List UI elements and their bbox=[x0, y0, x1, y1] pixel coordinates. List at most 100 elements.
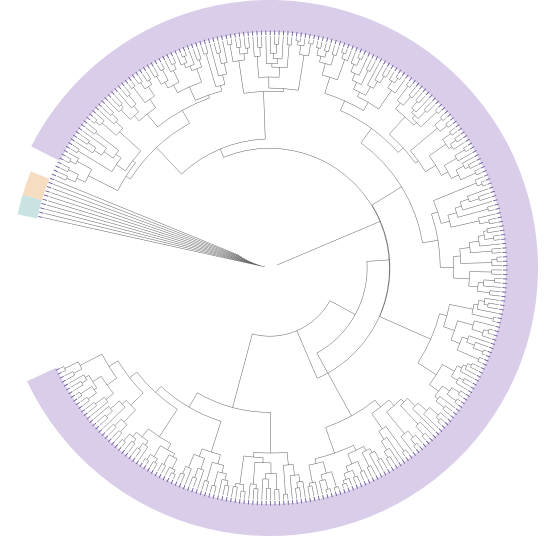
branch-arc bbox=[307, 485, 313, 487]
branch-segment bbox=[373, 81, 378, 89]
branch-segment bbox=[182, 466, 186, 474]
leaf-label bbox=[95, 106, 100, 111]
branch-segment bbox=[188, 454, 195, 468]
leaf-label bbox=[394, 67, 398, 72]
branch-segment bbox=[189, 65, 193, 71]
branch-arc bbox=[113, 119, 119, 125]
branch-arc bbox=[451, 365, 458, 377]
branch-segment bbox=[445, 120, 450, 125]
leaf-label bbox=[212, 494, 215, 499]
branch-segment bbox=[443, 326, 455, 331]
branch-segment bbox=[308, 43, 311, 56]
leaf-label bbox=[73, 398, 78, 402]
branch-arc bbox=[421, 433, 426, 437]
branch-segment bbox=[478, 235, 485, 237]
branch-segment bbox=[184, 56, 188, 63]
branch-arc bbox=[243, 455, 264, 458]
branch-segment bbox=[197, 470, 204, 489]
branch-arc bbox=[454, 155, 459, 162]
branch-arc bbox=[466, 335, 470, 343]
branch-segment bbox=[64, 361, 79, 369]
branch-segment bbox=[133, 438, 137, 443]
branch-segment bbox=[213, 471, 218, 486]
branch-segment bbox=[357, 53, 360, 58]
branch-segment bbox=[319, 56, 322, 63]
leaf-label bbox=[80, 123, 85, 128]
leaf-label bbox=[412, 79, 416, 85]
branch-arc bbox=[423, 109, 428, 113]
branch-segment bbox=[406, 81, 409, 85]
branch-arc bbox=[437, 418, 441, 422]
branch-segment bbox=[412, 408, 436, 432]
branch-arc bbox=[131, 103, 137, 109]
branch-arc bbox=[113, 424, 117, 428]
branch-segment bbox=[90, 120, 95, 124]
branch-arc bbox=[235, 483, 244, 485]
leaf-label bbox=[107, 438, 112, 443]
branch-segment bbox=[263, 91, 266, 140]
branch-arc bbox=[454, 398, 458, 403]
branch-segment bbox=[483, 349, 487, 352]
branch-arc bbox=[347, 446, 364, 455]
leaf-label bbox=[300, 32, 302, 38]
branch-segment bbox=[420, 111, 437, 128]
tree-branches bbox=[43, 35, 502, 501]
branch-arc bbox=[481, 349, 484, 354]
branch-arc bbox=[450, 320, 458, 341]
leaf-label bbox=[117, 446, 122, 452]
branch-arc bbox=[408, 95, 413, 99]
branch-segment bbox=[82, 130, 107, 149]
leaf-label bbox=[190, 43, 194, 49]
branch-arc bbox=[435, 110, 439, 114]
branch-segment bbox=[146, 454, 151, 460]
branch-segment bbox=[471, 329, 483, 333]
leaf-label bbox=[432, 97, 436, 102]
leaf-label bbox=[455, 408, 460, 412]
leaf-label bbox=[300, 498, 303, 504]
branch-segment bbox=[342, 480, 345, 485]
leaf-label bbox=[187, 486, 190, 491]
branch-segment bbox=[102, 107, 111, 116]
branch-arc bbox=[204, 480, 209, 482]
branch-segment bbox=[361, 55, 364, 60]
branch-arc bbox=[478, 196, 480, 201]
branch-segment bbox=[218, 41, 222, 53]
branch-segment bbox=[492, 252, 502, 254]
branch-arc bbox=[360, 470, 365, 473]
branch-segment bbox=[433, 182, 477, 201]
leaf-label bbox=[494, 203, 499, 206]
branch-arc bbox=[481, 329, 485, 336]
branch-segment bbox=[208, 95, 210, 99]
leaf-label bbox=[452, 120, 457, 125]
branch-arc bbox=[449, 131, 453, 136]
branch-segment bbox=[366, 259, 390, 262]
branch-segment bbox=[283, 465, 286, 495]
leaf-label bbox=[425, 440, 430, 445]
leaf-label bbox=[432, 434, 437, 439]
branch-segment bbox=[167, 443, 172, 450]
branch-arc bbox=[447, 387, 453, 395]
branch-segment bbox=[114, 418, 122, 426]
branch-segment bbox=[172, 458, 178, 469]
leaf-label bbox=[474, 154, 479, 157]
branch-segment bbox=[163, 454, 170, 465]
leaf-label bbox=[474, 378, 479, 382]
leaf-label bbox=[39, 211, 44, 214]
leaf-label bbox=[191, 487, 194, 493]
branch-arc bbox=[295, 487, 300, 489]
branch-arc bbox=[160, 445, 175, 454]
branch-segment bbox=[181, 474, 185, 483]
leaf-label bbox=[401, 459, 406, 464]
branch-segment bbox=[312, 40, 314, 45]
branch-segment bbox=[248, 36, 250, 48]
branch-segment bbox=[214, 486, 217, 494]
branch-arc bbox=[127, 93, 131, 97]
branch-segment bbox=[62, 370, 66, 373]
branch-segment bbox=[111, 430, 120, 439]
branch-segment bbox=[441, 220, 450, 224]
branch-segment bbox=[146, 71, 151, 80]
branch-segment bbox=[348, 478, 352, 486]
branch-segment bbox=[56, 176, 66, 181]
branch-segment bbox=[389, 456, 395, 464]
branch-arc bbox=[459, 364, 464, 372]
